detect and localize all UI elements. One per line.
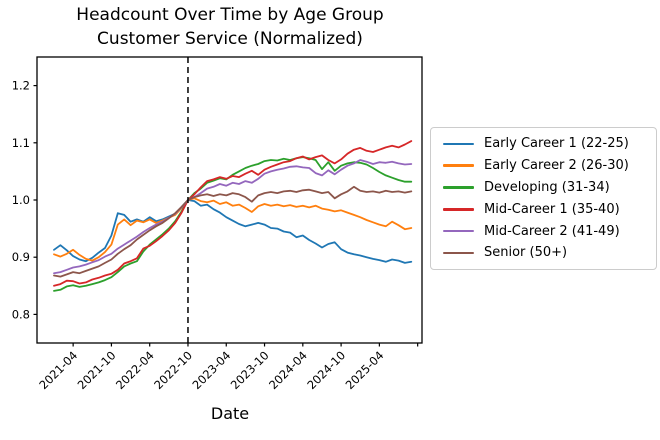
legend-line-swatch bbox=[443, 229, 474, 233]
legend: Early Career 1 (22-25) Early Career 2 (26… bbox=[430, 127, 657, 270]
plot-border bbox=[36, 56, 423, 344]
x-tick-label: 2022-10 bbox=[151, 348, 195, 392]
series-line-early-career-1-22-25 bbox=[53, 199, 413, 264]
x-tick-label: 2024-10 bbox=[304, 348, 348, 392]
y-tick-label: 0.9 bbox=[12, 250, 30, 264]
legend-entry-early-career-2-26-30: Early Career 2 (26-30) bbox=[439, 155, 648, 177]
legend-label: Senior (50+) bbox=[484, 245, 568, 261]
x-tick-label: 2022-04 bbox=[113, 348, 157, 392]
y-tick-label: 1.1 bbox=[12, 136, 30, 150]
legend-line-swatch bbox=[443, 186, 474, 189]
x-tick-label: 2023-04 bbox=[189, 348, 233, 392]
legend-line-swatch bbox=[443, 142, 474, 146]
x-tick-label: 2021-10 bbox=[75, 348, 119, 392]
legend-label: Mid-Career 1 (35-40) bbox=[484, 201, 620, 217]
legend-line-swatch bbox=[443, 164, 474, 167]
y-tick-label: 0.8 bbox=[12, 307, 30, 321]
legend-line-swatch bbox=[443, 207, 474, 211]
x-tick-label: 2021-04 bbox=[36, 348, 80, 392]
legend-line-swatch bbox=[443, 251, 474, 255]
x-tick-label: 2024-04 bbox=[266, 348, 310, 392]
legend-label: Mid-Career 2 (41-49) bbox=[484, 223, 620, 239]
series-line-senior-50 bbox=[53, 185, 413, 278]
y-tick-label: 1.2 bbox=[12, 79, 30, 93]
series-line-mid-career-2-41-49 bbox=[53, 159, 413, 275]
series-line-mid-career-1-35-40 bbox=[53, 140, 413, 287]
chart-title-line2: Customer Service (Normalized) bbox=[97, 29, 363, 49]
legend-label: Early Career 2 (26-30) bbox=[484, 158, 629, 174]
x-tick-label: 2025-04 bbox=[343, 348, 387, 392]
chart-title: Headcount Over Time by Age Group Custome… bbox=[0, 3, 460, 51]
series-line-developing-31-34 bbox=[53, 156, 413, 292]
legend-entry-early-career-1-22-25: Early Career 1 (22-25) bbox=[439, 133, 648, 155]
series-line-early-career-2-26-30 bbox=[53, 197, 413, 262]
legend-entry-mid-career-2-41-49: Mid-Career 2 (41-49) bbox=[439, 220, 648, 242]
y-tick-label: 1.0 bbox=[12, 193, 30, 207]
legend-label: Developing (31-34) bbox=[484, 179, 610, 195]
x-axis-label: Date bbox=[210, 404, 250, 423]
legend-entry-mid-career-1-35-40: Mid-Career 1 (35-40) bbox=[439, 198, 648, 220]
legend-entry-senior-50: Senior (50+) bbox=[439, 242, 648, 264]
legend-label: Early Career 1 (22-25) bbox=[484, 136, 629, 152]
legend-entry-developing-31-34: Developing (31-34) bbox=[439, 177, 648, 199]
chart-title-line1: Headcount Over Time by Age Group bbox=[76, 5, 384, 25]
x-tick-label: 2023-10 bbox=[228, 348, 272, 392]
